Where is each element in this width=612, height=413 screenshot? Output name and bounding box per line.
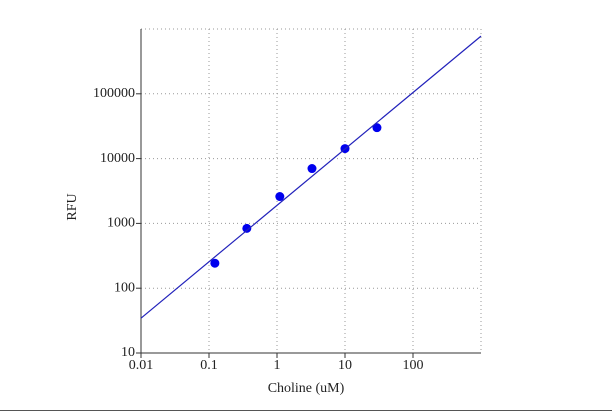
data-point [242, 223, 252, 233]
y-tick-label: 1000 [107, 216, 135, 231]
data-point [210, 258, 220, 268]
x-tick-label: 100 [403, 358, 424, 373]
x-tick-label: 0.01 [129, 358, 154, 373]
data-point [307, 164, 317, 174]
data-point [275, 192, 285, 202]
x-axis-label: Choline (uM) [268, 381, 345, 396]
y-tick-label: 100 [114, 280, 135, 295]
x-tick-label: 0.1 [200, 358, 218, 373]
y-tick-label: 10 [121, 345, 135, 360]
y-tick-label: 10000 [100, 151, 135, 166]
x-tick-label: 1 [274, 358, 281, 373]
data-point [372, 123, 382, 133]
x-tick-label: 10 [338, 358, 352, 373]
fit-line [140, 35, 482, 319]
y-tick-label: 100000 [93, 86, 135, 101]
y-axis-label: RFU [65, 193, 80, 220]
